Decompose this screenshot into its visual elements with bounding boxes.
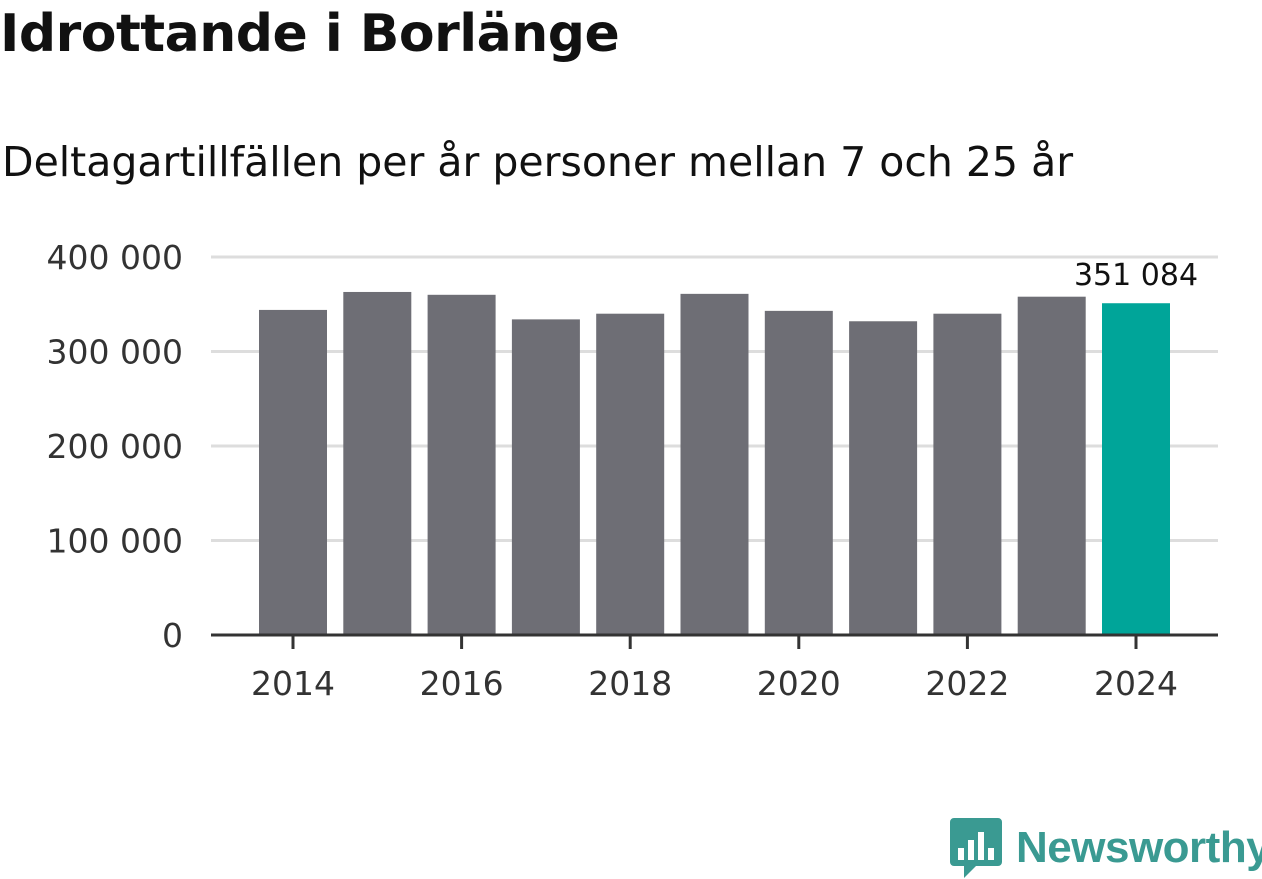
- bar-2018: [596, 313, 665, 635]
- x-tick-label: 2020: [757, 664, 841, 703]
- y-tick-label: 0: [162, 616, 183, 655]
- newsworthy-logo-text: Newsworthy: [1016, 823, 1262, 872]
- newsworthy-logo: Newsworthy: [950, 818, 1262, 878]
- data-label: 351 084: [1074, 258, 1198, 293]
- x-tick-label: 2018: [588, 664, 672, 703]
- y-tick-label: 100 000: [47, 522, 183, 561]
- axes: [211, 633, 1218, 649]
- bars: [259, 291, 1170, 635]
- y-tick-label: 400 000: [47, 238, 183, 277]
- x-tick-label: 2016: [420, 664, 504, 703]
- bar-2021: [849, 321, 918, 635]
- y-tick-label: 300 000: [47, 333, 183, 372]
- newsworthy-logo-icon: [950, 818, 1002, 878]
- chart-subtitle: Deltagartillfällen per år personer mella…: [2, 138, 1074, 186]
- y-tick-label: 200 000: [47, 427, 183, 466]
- bar-chart: 0 100 000 200 000 300 000 400 000 2014 2016 201…: [47, 238, 1218, 703]
- bar-2023: [1017, 296, 1086, 635]
- x-tick-label: 2022: [925, 664, 1009, 703]
- bar-2016: [427, 294, 496, 635]
- chart-title: Idrottande i Borlänge: [0, 4, 620, 64]
- x-tick-label: 2024: [1094, 664, 1178, 703]
- bar-2015: [343, 291, 412, 635]
- bar-2020: [764, 310, 833, 635]
- labels: 0 100 000 200 000 300 000 400 000 2014 2016 201…: [47, 238, 1199, 703]
- x-tick-label: 2014: [251, 664, 335, 703]
- bar-2019: [680, 293, 749, 635]
- bar-2014: [259, 309, 327, 635]
- bar-2022: [933, 313, 1002, 635]
- bar-2017: [511, 319, 580, 635]
- bar-2024: [1102, 303, 1170, 635]
